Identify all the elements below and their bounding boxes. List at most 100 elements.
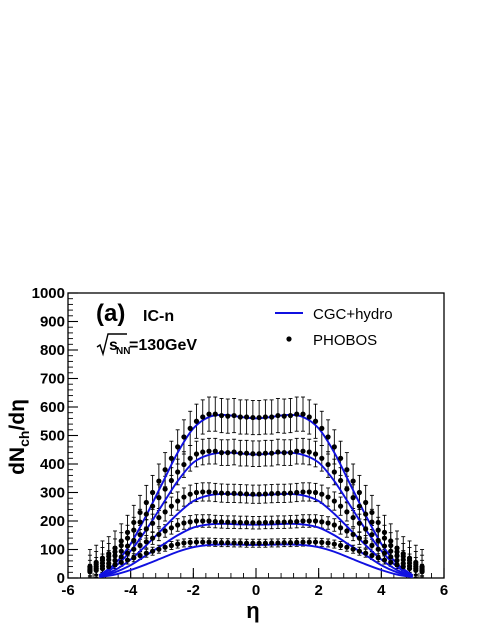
phobos-point [300, 411, 306, 417]
phobos-point [112, 549, 118, 555]
phobos-point [181, 540, 187, 546]
phobos-point [225, 490, 231, 496]
phobos-point [388, 554, 394, 560]
x-tick-label: -2 [187, 582, 200, 599]
phobos-point [200, 449, 206, 455]
phobos-point [187, 519, 193, 525]
phobos-point [356, 535, 362, 541]
phobos-point [381, 529, 388, 536]
phobos-point [143, 526, 149, 532]
phobos-point [331, 541, 337, 547]
phobos-point [287, 450, 294, 456]
phobos-point [331, 444, 337, 450]
phobos-point [212, 518, 218, 525]
y-tick-label: 400 [40, 456, 65, 473]
phobos-point [306, 539, 312, 545]
phobos-point [150, 503, 156, 509]
phobos-point [187, 455, 193, 461]
plot-frame [67, 292, 445, 579]
phobos-point [237, 414, 243, 420]
phobos-point [231, 540, 237, 546]
phobos-point [375, 546, 381, 552]
phobos-point [331, 522, 337, 528]
phobos-point [256, 540, 262, 546]
phobos-point [212, 411, 218, 417]
phobos-point [206, 448, 212, 454]
phobos-point [363, 499, 369, 506]
phobos-point [325, 520, 331, 526]
phobos-point [193, 518, 200, 524]
phobos-point [413, 567, 419, 573]
phobos-point [262, 414, 268, 420]
phobos-point [131, 537, 137, 543]
y-axis-title-sub: ch [16, 431, 32, 447]
phobos-point [312, 489, 319, 496]
phobos-point [350, 531, 356, 537]
phobos-point [375, 519, 381, 526]
phobos-point [231, 490, 237, 496]
phobos-point [394, 562, 400, 568]
y-tick-label: 800 [40, 342, 65, 359]
phobos-point [231, 412, 237, 419]
phobos-point [124, 550, 131, 556]
phobos-point [181, 520, 187, 526]
phobos-point [319, 539, 325, 545]
phobos-point [212, 448, 218, 454]
phobos-point [112, 562, 118, 568]
phobos-point [375, 537, 381, 543]
phobos-point [419, 569, 425, 575]
phobos-point [118, 542, 124, 549]
phobos-point [256, 414, 262, 421]
phobos-point [381, 535, 388, 541]
phobos-point [218, 490, 225, 496]
phobos-point [356, 520, 362, 526]
phobos-point [106, 564, 112, 570]
phobos-point [388, 538, 394, 544]
phobos-point [369, 542, 375, 549]
phobos-point [156, 478, 162, 484]
phobos-point [381, 557, 388, 563]
phobos-point [137, 532, 143, 538]
phobos-point [143, 539, 149, 545]
phobos-point [319, 425, 325, 431]
phobos-point [331, 469, 337, 475]
phobos-point [131, 519, 137, 526]
y-tick-label: 1000 [32, 285, 65, 302]
phobos-point [237, 491, 243, 497]
cgc-hydro-curve-2 [98, 492, 414, 578]
x-tick-label: -4 [124, 582, 138, 599]
phobos-point [143, 499, 149, 506]
phobos-point [137, 542, 143, 549]
phobos-point [131, 527, 137, 533]
phobos-point [218, 519, 225, 525]
phobos-point [394, 553, 400, 559]
phobos-point [350, 495, 356, 501]
phobos-point [338, 542, 344, 549]
phobos-point [237, 540, 243, 546]
legend: CGC+hydro PHOBOS [275, 306, 393, 349]
phobos-points-0 [87, 411, 425, 570]
phobos-point [244, 491, 250, 497]
phobos-point [331, 498, 337, 504]
phobos-point [269, 540, 275, 546]
energy-label: s NN =130GeV [96, 333, 197, 357]
phobos-point [375, 555, 381, 561]
phobos-point [225, 413, 231, 419]
phobos-point [369, 519, 375, 525]
phobos-point [269, 519, 275, 526]
phobos-point [262, 540, 268, 546]
phobos-point [93, 567, 99, 573]
y-tick-label: 600 [40, 399, 65, 416]
phobos-point [344, 544, 350, 550]
phobos-point [237, 519, 243, 526]
phobos-point [118, 559, 124, 565]
phobos-point [200, 489, 206, 495]
phobos-point [156, 531, 162, 537]
phobos-point [162, 544, 168, 550]
phobos-point [312, 451, 319, 457]
y-tick-label: 0 [57, 570, 65, 587]
phobos-point [206, 518, 212, 524]
phobos-point [269, 450, 275, 456]
x-axis-title: η [246, 598, 259, 623]
